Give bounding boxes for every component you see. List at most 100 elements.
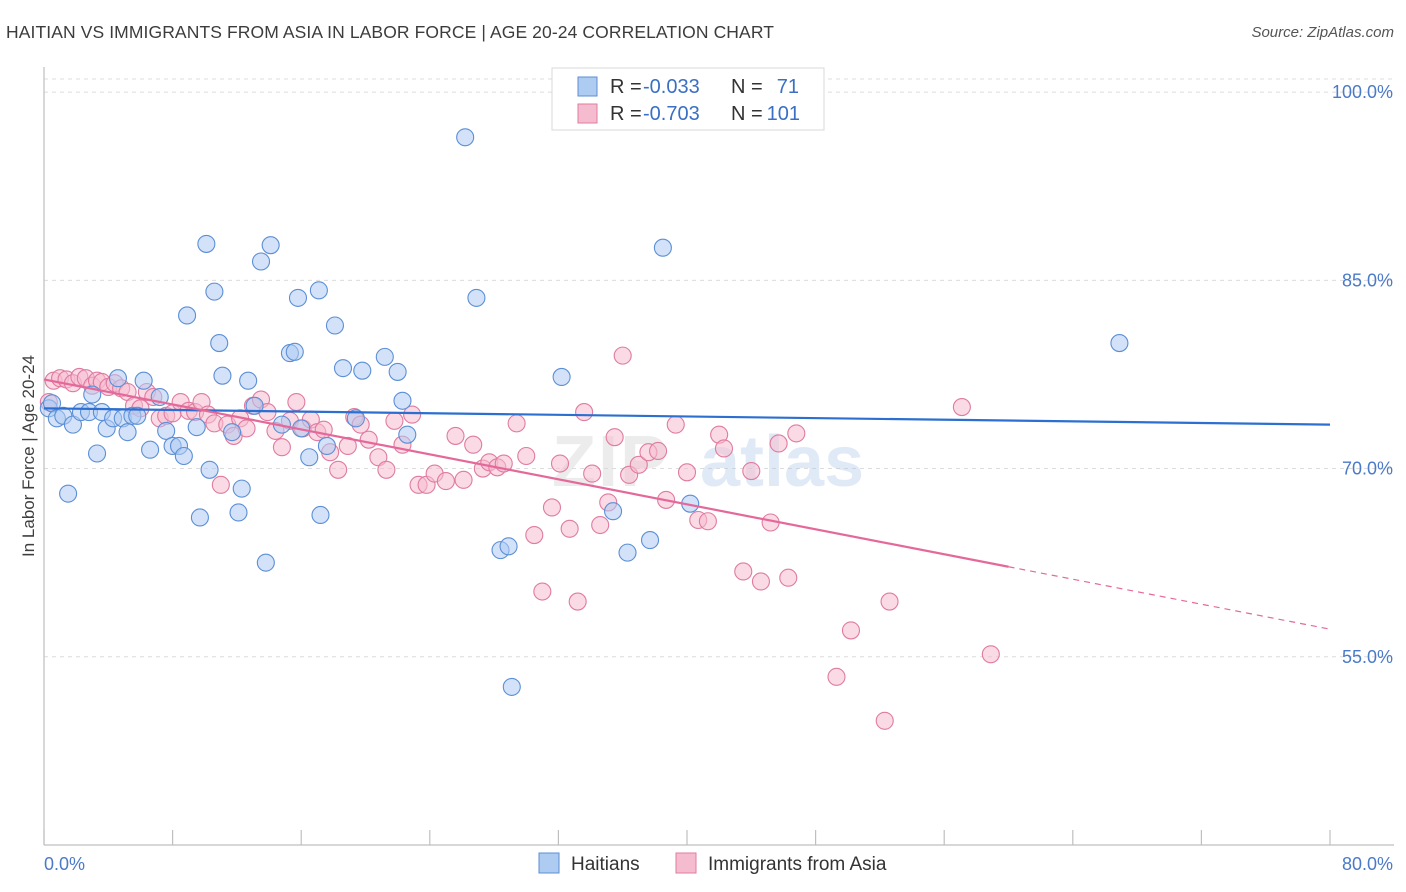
bottom-legend-swatch-haitians bbox=[538, 852, 560, 874]
point-immigrants-from-asia bbox=[827, 667, 846, 686]
point-haitians bbox=[388, 362, 407, 381]
legend-n-value-1: 71 bbox=[777, 76, 799, 98]
point-haitians bbox=[59, 484, 78, 503]
point-immigrants-from-asia bbox=[698, 512, 717, 531]
point-haitians bbox=[311, 505, 330, 525]
legend-swatch-pink bbox=[577, 103, 598, 124]
point-immigrants-from-asia bbox=[677, 463, 697, 482]
point-haitians bbox=[128, 406, 147, 425]
point-immigrants-from-asia bbox=[605, 428, 624, 447]
legend-swatch-blue bbox=[577, 76, 598, 97]
point-immigrants-from-asia bbox=[446, 426, 465, 445]
point-haitians bbox=[178, 306, 197, 325]
point-immigrants-from-asia bbox=[533, 582, 552, 601]
point-haitians bbox=[187, 418, 206, 437]
point-haitians bbox=[210, 334, 229, 353]
point-haitians bbox=[502, 677, 521, 696]
x-tick-labels: 0.0% 80.0% bbox=[44, 854, 1393, 874]
y-tick-labels: 55.0% 70.0% 85.0% 100.0% bbox=[1332, 82, 1393, 667]
point-haitians bbox=[552, 367, 571, 386]
point-immigrants-from-asia bbox=[377, 460, 396, 479]
chart-title: HAITIAN VS IMMIGRANTS FROM ASIA IN LABOR… bbox=[6, 22, 775, 42]
point-haitians bbox=[456, 128, 475, 147]
point-immigrants-from-asia bbox=[649, 441, 668, 461]
x-ticks bbox=[43, 830, 1331, 845]
point-haitians bbox=[653, 238, 672, 257]
series-haitians bbox=[39, 128, 1129, 696]
bottom-legend-swatch-asia bbox=[675, 852, 697, 874]
point-immigrants-from-asia bbox=[525, 526, 544, 545]
legend-r-value-1: -0.033 bbox=[643, 76, 700, 98]
point-haitians bbox=[317, 436, 336, 456]
legend-r-label-1: R = bbox=[610, 76, 642, 98]
legend: R = -0.033 N = 71 R = -0.703 N = 101 bbox=[551, 67, 825, 131]
legend-r-label-2: R = bbox=[610, 103, 642, 125]
point-immigrants-from-asia bbox=[591, 515, 610, 535]
x-tick-label: 0.0% bbox=[44, 854, 85, 874]
point-immigrants-from-asia bbox=[507, 414, 526, 433]
point-haitians bbox=[499, 537, 518, 556]
point-haitians bbox=[141, 440, 160, 459]
point-immigrants-from-asia bbox=[751, 572, 770, 591]
point-immigrants-from-asia bbox=[211, 475, 230, 494]
point-haitians bbox=[223, 423, 242, 442]
point-haitians bbox=[1110, 334, 1129, 353]
point-immigrants-from-asia bbox=[666, 415, 685, 434]
legend-n-label-1: N = bbox=[731, 76, 763, 98]
point-haitians bbox=[353, 361, 372, 380]
point-haitians bbox=[251, 252, 271, 271]
point-immigrants-from-asia bbox=[875, 711, 894, 730]
bottom-legend-haitians: Haitians bbox=[571, 854, 640, 875]
point-haitians bbox=[87, 444, 107, 463]
point-haitians bbox=[618, 543, 637, 562]
point-immigrants-from-asia bbox=[734, 562, 753, 581]
watermark: ZIP atlas bbox=[552, 422, 864, 502]
point-haitians bbox=[239, 371, 258, 390]
point-haitians bbox=[325, 316, 345, 335]
point-immigrants-from-asia bbox=[542, 498, 562, 517]
y-tick-label: 100.0% bbox=[1332, 82, 1393, 102]
trend-line-immigrants-from-asia bbox=[43, 378, 1009, 568]
y-tick-label: 55.0% bbox=[1342, 647, 1393, 667]
point-haitians bbox=[190, 508, 209, 527]
legend-r-value-2: -0.703 bbox=[643, 103, 700, 125]
point-immigrants-from-asia bbox=[742, 462, 761, 481]
point-haitians bbox=[200, 460, 219, 479]
point-immigrants-from-asia bbox=[560, 519, 579, 538]
trend-line-haitians bbox=[43, 407, 1331, 426]
point-immigrants-from-asia bbox=[464, 435, 483, 454]
point-haitians bbox=[285, 342, 304, 361]
point-haitians bbox=[333, 359, 353, 378]
point-haitians bbox=[288, 288, 308, 307]
point-immigrants-from-asia bbox=[714, 439, 734, 458]
point-haitians bbox=[134, 371, 153, 390]
point-immigrants-from-asia bbox=[436, 472, 455, 491]
y-tick-label: 70.0% bbox=[1342, 459, 1393, 479]
point-immigrants-from-asia bbox=[575, 403, 594, 422]
trend-lines bbox=[43, 378, 1331, 630]
point-immigrants-from-asia bbox=[880, 592, 899, 611]
y-axis-label: In Labor Force | Age 20-24 bbox=[19, 355, 38, 557]
bottom-legend-asia: Immigrants from Asia bbox=[708, 854, 887, 875]
point-haitians bbox=[232, 479, 251, 498]
point-immigrants-from-asia bbox=[329, 460, 348, 479]
point-immigrants-from-asia bbox=[952, 398, 971, 417]
point-haitians bbox=[118, 423, 137, 442]
legend-n-value-2: 101 bbox=[767, 103, 800, 125]
point-haitians bbox=[309, 281, 328, 300]
point-immigrants-from-asia bbox=[517, 446, 536, 466]
bottom-legend: Haitians Immigrants from Asia bbox=[538, 852, 887, 875]
trend-line-immigrants-from-asia-dashed bbox=[1008, 566, 1331, 630]
point-haitians bbox=[346, 409, 365, 428]
point-immigrants-from-asia bbox=[568, 592, 587, 611]
point-haitians bbox=[157, 421, 176, 440]
point-immigrants-from-asia bbox=[385, 411, 404, 430]
point-haitians bbox=[604, 502, 623, 521]
point-immigrants-from-asia bbox=[550, 454, 570, 473]
point-immigrants-from-asia bbox=[287, 392, 306, 412]
point-immigrants-from-asia bbox=[583, 464, 602, 483]
point-haitians bbox=[108, 369, 127, 388]
point-haitians bbox=[256, 553, 275, 572]
point-haitians bbox=[398, 425, 417, 444]
